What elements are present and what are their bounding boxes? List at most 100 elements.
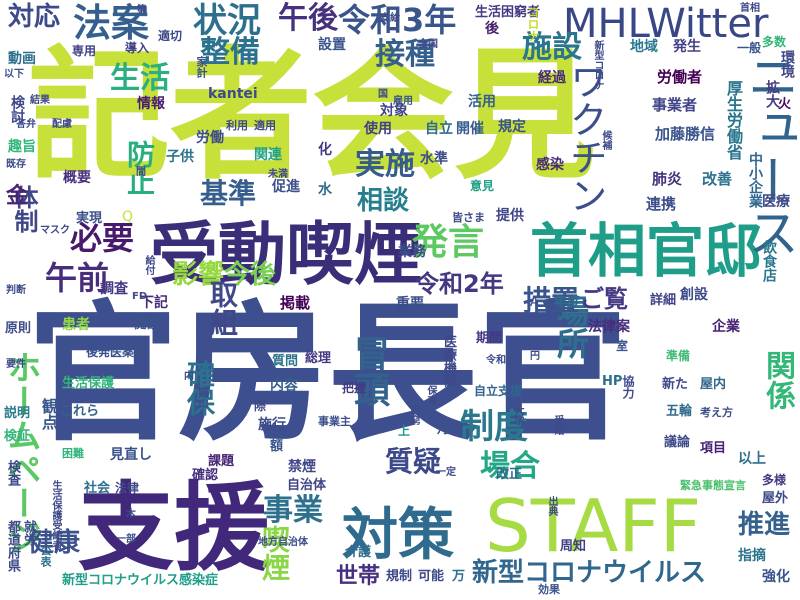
word: 首相 (740, 3, 760, 14)
word: 雇用 (393, 96, 413, 107)
word: 患者 (62, 317, 90, 333)
word: 生活保護 (62, 376, 115, 391)
word: 施行 (258, 417, 286, 433)
word: 導入 (125, 41, 150, 55)
word: 見直し (110, 447, 152, 463)
word: 経過 (538, 70, 566, 86)
word: 都道府県 (5, 520, 20, 572)
word: 化 (318, 142, 332, 158)
word: 内 (184, 371, 194, 382)
word: 可能 (418, 569, 445, 584)
word: 加藤勝信 (655, 125, 716, 143)
word: 掲載 (280, 294, 311, 312)
word: 既存 (6, 159, 26, 170)
word: 内容 (270, 378, 298, 394)
word: 業務 (398, 244, 426, 260)
word: 概要 (63, 170, 91, 186)
word: 期間 (476, 331, 503, 346)
word: 対象 (380, 103, 408, 119)
word: FD (132, 291, 148, 302)
word: 困難 (62, 447, 84, 460)
word: 未満 (268, 169, 288, 180)
word: 記者会見 (28, 34, 596, 199)
word: 企業 (712, 319, 740, 335)
word: 冒頭 (348, 335, 389, 407)
word: 屋内 (700, 377, 727, 392)
word: 生活困窮者 (475, 5, 541, 20)
word: 説明 (4, 406, 31, 421)
word: 対策 (342, 503, 454, 568)
word: 相談 (357, 186, 410, 216)
word: 質疑 (385, 445, 442, 478)
word: 金 (6, 184, 29, 209)
word: ご覧 (580, 285, 628, 313)
word: 実現 (76, 211, 103, 226)
word: 法案 (73, 1, 150, 45)
word: 地方自治体 (258, 537, 308, 548)
word: 強化 (762, 569, 790, 585)
word: 実施 (355, 147, 415, 182)
word: 出典 (546, 496, 557, 516)
word: 指摘 (738, 548, 766, 564)
word: 場合 (480, 449, 540, 484)
word: 以下 (4, 69, 24, 80)
word: 介護 (345, 545, 372, 560)
word: 開催 (456, 121, 484, 137)
word: kantei (208, 86, 258, 102)
word: STAFF (485, 484, 702, 568)
word: 趣旨 (8, 139, 36, 155)
word: 令和3年 (338, 1, 457, 39)
word: 水 (318, 182, 332, 198)
word: 午前 (45, 259, 110, 297)
word: 今後 (224, 260, 277, 290)
word: 国 (378, 89, 388, 100)
word: 一部 (116, 534, 136, 545)
word: 法律 (115, 481, 140, 495)
word: 設置 (318, 37, 346, 53)
word: 多様 (762, 473, 787, 487)
word: 官房長官 (28, 288, 629, 462)
word: 社会 (84, 481, 111, 496)
word: 場所 (552, 295, 590, 359)
word: 配慮 (52, 119, 72, 130)
word: 皆さま (452, 211, 485, 224)
word: 規制 (386, 569, 413, 584)
word: 支給 (380, 13, 400, 24)
word: 影響 (172, 260, 225, 290)
word: 協力 (621, 375, 635, 399)
word: 関連 (254, 147, 282, 163)
word: 困窮 (408, 405, 419, 425)
word: 判断 (6, 285, 26, 296)
word: 感染 (536, 157, 564, 173)
word: 整備 (200, 35, 260, 70)
word: ホームページ (1, 350, 41, 554)
word: 効果 (538, 583, 560, 596)
word: 創設 (680, 287, 708, 303)
word: 活用 (468, 94, 496, 110)
word: 議論 (664, 435, 691, 450)
word: 体制 (10, 185, 38, 233)
word: 連携 (646, 195, 677, 213)
word: 検証 (4, 429, 31, 444)
word: 万 (452, 569, 466, 584)
word: 額 (270, 439, 284, 454)
word: 動画 (8, 51, 36, 67)
word: 喫煙 (258, 525, 291, 581)
word: 検討 (9, 95, 25, 123)
word: 円 (530, 351, 540, 362)
word: 子供 (166, 149, 194, 165)
word: 情報 (137, 96, 165, 112)
word: ワクチン (563, 62, 607, 214)
word: マスク (40, 225, 70, 236)
word: 使用 (364, 121, 392, 137)
word: 提供 (496, 208, 524, 224)
word: 改善 (702, 170, 733, 188)
word: 施設 (522, 30, 582, 65)
word: 全国 (418, 39, 438, 50)
word: 自立支援 (474, 384, 523, 398)
word: 結果 (30, 95, 50, 106)
word: 考え方 (700, 406, 733, 419)
word: 医療機関 (441, 335, 456, 387)
word: 給付 (143, 255, 154, 275)
